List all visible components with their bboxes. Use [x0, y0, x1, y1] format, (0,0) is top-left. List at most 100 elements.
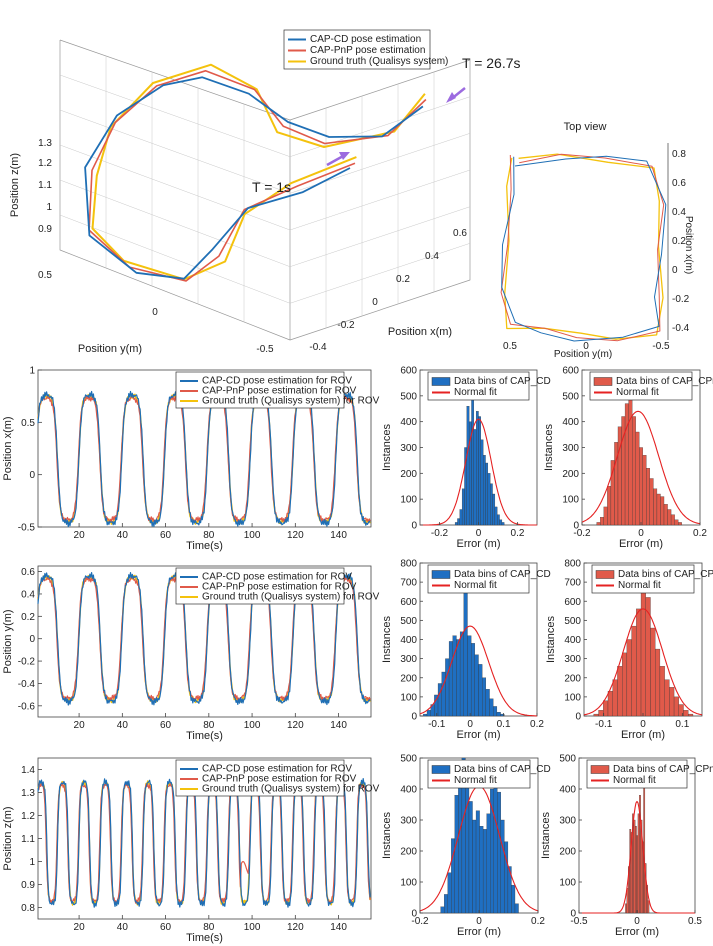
hist_x_cd-ytick-label-6: 600	[400, 366, 417, 377]
hist_z_pnp-ytick-label-1: 100	[559, 878, 576, 889]
hist_z_cd-ytick-label-1: 100	[400, 878, 417, 889]
hist_x_pnp-legend-entry-1: Normal fit	[616, 387, 659, 398]
hist_y_cd-xtick-label-3: 0.2	[530, 719, 544, 730]
hist_y_pnp-bar-6	[622, 652, 628, 717]
ts_z-xtick-label-5: 120	[287, 922, 304, 933]
ts_z-xtick-label-3: 80	[203, 922, 215, 933]
hist_x_pnp-bar-6	[617, 426, 622, 526]
traj3d-ytick-0: 0.5	[38, 270, 52, 281]
ts_y-legend-entry-0: CAP-CD pose estimation for ROV	[202, 571, 352, 582]
hist_z_cd-bar-5	[458, 770, 463, 914]
hist_x_cd-legend-entry-0: Data bins of CAP_CD	[454, 376, 551, 387]
hist_z_pnp-xlabel: Error (m)	[615, 926, 659, 938]
hist_y_cd-bar-9	[456, 639, 461, 717]
topview-title: Top view	[564, 121, 607, 133]
hist_y_cd-bar-20	[496, 712, 501, 717]
hist_x_pnp-ytick-label-0: 0	[573, 521, 579, 532]
hist_x_pnp-bar-10	[632, 416, 636, 526]
hist_x_pnp-ytick-label-1: 100	[562, 495, 579, 506]
ts_z-xtick-label-4: 100	[244, 922, 261, 933]
topview-xtick-1: 0	[583, 341, 589, 352]
hist_z_cd-bar-2	[447, 872, 452, 914]
hist_y_cd-xlabel: Error (m)	[457, 729, 501, 741]
hist_x_pnp-xtick-label-0: -0.2	[573, 528, 591, 539]
hist_z_cd-legend-entry-0: Data bins of CAP_CD	[454, 764, 551, 775]
ts_z-ytick-label-1: 0.9	[21, 880, 35, 891]
hist_x_cd-xtick-label-2: 0.2	[511, 528, 525, 539]
ts_y-xtick-label-6: 140	[330, 720, 347, 731]
hist_x_cd-bar-20	[501, 522, 505, 526]
hist_x_pnp-bar-2	[603, 506, 608, 526]
hist_y_cd-ytick-label-5: 500	[400, 616, 417, 627]
ts_y-legend-entry-2: Ground truth (Qualisys system) for ROV	[202, 591, 380, 602]
traj3d-series-cd	[84, 76, 424, 280]
hist_z_pnp-ytick-label-0: 0	[570, 909, 576, 920]
traj3d-legend-entry-0: CAP-CD pose estimation	[310, 34, 421, 45]
ts_x-legend-entry-2: Ground truth (Qualisys system) for ROV	[202, 395, 380, 406]
traj3d-legend-entry-2: Ground truth (Qualisys system)	[310, 56, 448, 67]
ts_z-legend-entry-1: CAP-PnP pose estimation for ROV	[202, 773, 357, 784]
hist_z_cd-ytick-label-2: 200	[400, 847, 417, 858]
hist_z_cd-ylabel: Instances	[381, 811, 393, 859]
ts_z-xlabel: Time(s)	[186, 932, 223, 944]
hist_x_cd-ytick-label-3: 300	[400, 443, 417, 454]
hist_y_pnp-normal-fit	[583, 608, 703, 716]
ts_y-ytick-label-1: -0.4	[18, 679, 36, 690]
hist_y_pnp-bar-14	[659, 666, 665, 717]
hist_y_cd-ytick-label-1: 100	[400, 692, 417, 703]
ts_y-ytick-label-3: 0	[29, 634, 35, 645]
traj3d-xtick-2: 0	[372, 297, 378, 308]
topview-ytick-2: 0.4	[672, 207, 686, 218]
hist_x_pnp-bar-23	[678, 522, 682, 526]
traj3d-grid-r-3	[289, 169, 471, 231]
traj3d-grid-l-4	[59, 179, 291, 267]
hist_z_pnp-bar-16	[647, 900, 650, 914]
traj3d-arrowhead-start	[339, 152, 350, 160]
hist_x_pnp-ytick-label-6: 600	[562, 366, 579, 377]
traj3d-ztick-1: 1	[46, 202, 52, 213]
hist_x_pnp-bar-14	[646, 468, 650, 526]
hist_y_pnp-ytick-label-0: 0	[575, 712, 581, 723]
hist_y_pnp-xtick-label-0: -0.1	[595, 719, 613, 730]
topview-ytick-5: -0.2	[672, 294, 690, 305]
hist_y_pnp-legend-entry-1: Normal fit	[618, 580, 661, 591]
hist_x_pnp-bar-0	[596, 522, 601, 526]
hist_y_cd-ytick-label-6: 600	[400, 597, 417, 608]
hist_x_pnp-bar-17	[656, 493, 661, 526]
ts_z-xtick-label-1: 40	[117, 922, 129, 933]
hist_x_cd-bar-12	[483, 455, 486, 526]
ts_x-xtick-label-1: 40	[117, 530, 129, 541]
ts_z-ytick-label-5: 1.3	[21, 788, 35, 799]
hist_x_cd-ytick-label-0: 0	[411, 521, 417, 532]
hist_y_pnp-plot: -0.1 0 0.1 0 100 200 300 400 500 600 700 800 Error (…	[545, 559, 713, 742]
ts_y-ytick-label-2: -0.2	[18, 657, 36, 668]
hist_z_pnp-bar-0	[625, 903, 627, 914]
hist_y_cd-xtick-label-2: 0.1	[497, 719, 511, 730]
ts_y-xtick-label-1: 40	[117, 720, 129, 731]
traj3d-ztick-3: 1.2	[38, 158, 52, 169]
ts_x-legend-entry-0: CAP-CD pose estimation for ROV	[202, 375, 352, 386]
hist_x_cd-bar-1	[457, 518, 460, 526]
traj3d-legend-entry-1: CAP-PnP pose estimation	[310, 45, 425, 56]
ts_y-plot: 20 40 60 80 100 120 140 -0.6 -0.4 -0.2 0 0.2 0.4 0.6 T…	[2, 565, 380, 742]
topview-ytick-6: -0.4	[672, 323, 690, 334]
hist_y_pnp-bar-17	[673, 696, 679, 717]
ts_z-series-1	[37, 781, 371, 905]
hist_z_pnp-bar-1	[626, 888, 629, 914]
hist_x_cd-ytick-label-2: 200	[400, 469, 417, 480]
hist_y_pnp-ytick-label-5: 500	[564, 616, 581, 627]
traj3d-xtick-0: -0.4	[309, 342, 327, 353]
hist_y_cd-bar-4	[437, 683, 442, 717]
hist_y_cd-ytick-label-0: 0	[411, 712, 417, 723]
hist_x_cd-ytick-label-5: 500	[400, 391, 417, 402]
hist_z_cd-bar-13	[486, 813, 491, 914]
hist_y_cd-bar-15	[478, 664, 483, 717]
topview-ytick-3: 0.2	[672, 236, 686, 247]
traj3d-xtick-5: 0.6	[453, 228, 467, 239]
hist_y_pnp-xlabel: Error (m)	[621, 729, 665, 741]
hist_x_pnp-bar-15	[649, 478, 654, 526]
hist_y_cd-bar-8	[452, 635, 457, 717]
